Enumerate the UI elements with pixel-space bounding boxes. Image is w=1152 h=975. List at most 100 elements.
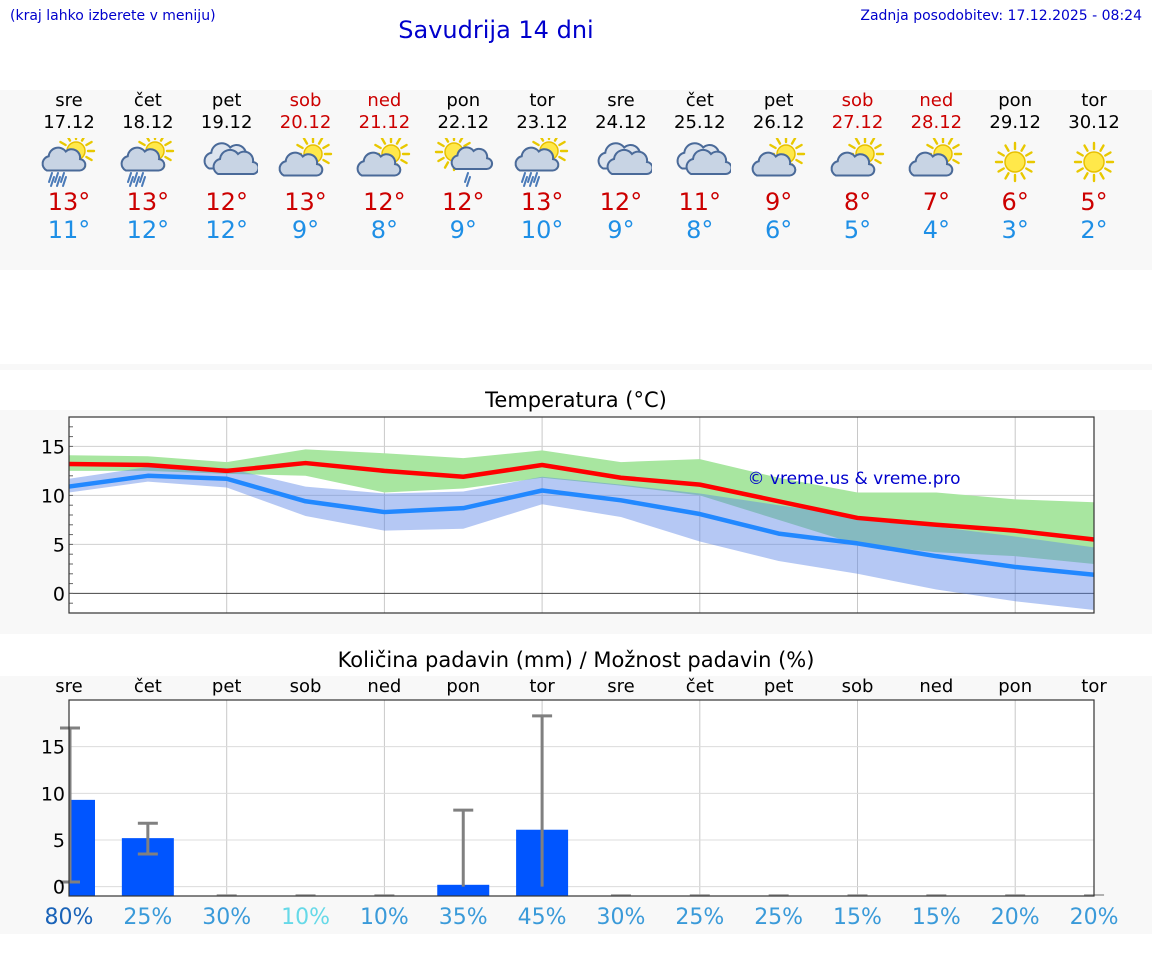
- x-tick-label: ned: [919, 676, 954, 697]
- sun-icon: [1073, 141, 1115, 183]
- temp-min: 9°: [607, 216, 635, 244]
- precip-chart: 15 10 5 0: [41, 699, 1105, 899]
- temp-max: 13°: [520, 188, 564, 216]
- precip-probability: 80%: [44, 905, 94, 930]
- temp-max: 13°: [284, 188, 327, 216]
- temperature-chart-title: Temperatura (°C): [485, 388, 667, 412]
- temp-min: 11°: [47, 216, 91, 244]
- day-name: sob: [841, 90, 874, 111]
- day-date: 28.12: [910, 112, 963, 133]
- x-tick-label: pon: [998, 676, 1033, 697]
- day-column: tor 23.12 13° 10°: [503, 90, 581, 244]
- x-tick-label: čet: [685, 676, 714, 697]
- temp-min: 12°: [126, 216, 170, 244]
- day-name: pet: [211, 90, 242, 111]
- y-tick-label: 0: [53, 583, 65, 605]
- temp-min: 6°: [765, 216, 793, 244]
- x-tick-label: tor: [1081, 676, 1107, 697]
- x-tick-label: pet: [763, 676, 794, 697]
- day-date: 24.12: [595, 112, 647, 133]
- precip-probability: 25%: [675, 905, 725, 930]
- daily-forecast: sre 17.12 13° 11° čet 18.12 13° 12° pet 19.12 12° 1…: [0, 90, 1152, 270]
- day-date: 26.12: [752, 112, 805, 133]
- day-column: pon 29.12 6° 3°: [976, 90, 1054, 244]
- day-column: pon 22.12 12° 9°: [424, 90, 502, 244]
- sun-cloud-rain-icon: [41, 138, 96, 187]
- day-name: ned: [367, 90, 402, 111]
- min-temp-line: [68, 473, 1095, 578]
- cloudy-icon: [676, 142, 731, 175]
- day-column: ned 21.12 12° 8°: [345, 90, 423, 244]
- precip-probability: 15%: [833, 905, 882, 930]
- y-tick-label: 5: [53, 534, 65, 556]
- precip-probability: 25%: [754, 905, 804, 930]
- temp-max: 13°: [47, 188, 91, 216]
- precip-probability: 45%: [517, 905, 567, 930]
- day-column: čet 25.12 11° 8°: [661, 90, 739, 244]
- day-date: 27.12: [831, 112, 884, 133]
- day-column: sre 17.12 13° 11°: [30, 90, 108, 244]
- day-column: pet 19.12 12° 12°: [188, 90, 266, 244]
- day-name: pon: [998, 90, 1033, 111]
- x-tick-label: pon: [446, 676, 481, 697]
- temp-min: 12°: [205, 216, 248, 244]
- precip-probability: 30%: [596, 905, 646, 930]
- day-date: 17.12: [43, 112, 95, 133]
- sun-cloud-icon: [908, 138, 963, 177]
- day-date: 20.12: [279, 112, 332, 133]
- watermark: © vreme.us & vreme.pro: [747, 469, 960, 489]
- day-date: 22.12: [437, 112, 490, 133]
- y-tick-label: 15: [41, 737, 65, 759]
- day-name: čet: [685, 90, 714, 111]
- x-tick-label: sob: [289, 676, 322, 697]
- day-date: 29.12: [989, 112, 1041, 133]
- y-tick-label: 5: [53, 830, 65, 852]
- day-name: ned: [919, 90, 954, 111]
- sun-cloud-icon: [751, 138, 805, 177]
- temp-max: 13°: [126, 188, 170, 216]
- day-name: pon: [446, 90, 481, 111]
- x-tick-label: sre: [607, 676, 635, 697]
- day-date: 25.12: [674, 112, 726, 133]
- temp-max: 12°: [363, 188, 406, 216]
- day-column: sob 20.12 13° 9°: [267, 90, 345, 244]
- x-tick-label: čet: [133, 676, 162, 697]
- day-date: 19.12: [200, 112, 253, 133]
- precip-day-labels: sre čet pet sob ned pon tor sre čet pet sob ned pon t…: [0, 676, 1152, 698]
- sun-cloud-rain-icon: [120, 138, 175, 187]
- last-update: Zadnja posodobitev: 17.12.2025 - 08:24: [860, 8, 1142, 24]
- day-name: čet: [133, 90, 162, 111]
- cloudy-icon: [203, 142, 258, 175]
- temp-min: 9°: [449, 216, 477, 244]
- temp-min: 4°: [922, 216, 950, 244]
- day-column: sre 24.12 12° 9°: [582, 90, 660, 244]
- temp-min: 8°: [370, 216, 399, 244]
- y-tick-label: 15: [41, 436, 65, 458]
- day-column: tor 30.12 5° 2°: [1055, 90, 1133, 244]
- sun-icon: [994, 141, 1036, 183]
- temp-min: 5°: [843, 216, 872, 244]
- sun-cloud-icon: [830, 138, 884, 177]
- temp-max: 6°: [1001, 188, 1029, 216]
- cloudy-icon: [597, 142, 652, 175]
- sun-cloud-icon: [356, 138, 411, 177]
- day-date: 21.12: [358, 112, 411, 133]
- precip-bar: [437, 884, 490, 896]
- sun-cloud-icon: [278, 138, 332, 177]
- temp-min: 8°: [686, 216, 714, 244]
- temp-min: 9°: [291, 216, 320, 244]
- separator-band: [0, 364, 1152, 370]
- max-temp-line: [68, 460, 1095, 542]
- temp-max: 7°: [922, 188, 950, 216]
- temp-max: 12°: [441, 188, 485, 216]
- day-name: tor: [529, 90, 555, 111]
- x-tick-label: sre: [55, 676, 83, 697]
- day-name: sob: [289, 90, 322, 111]
- day-name: sre: [55, 90, 83, 111]
- precip-bar: [69, 799, 95, 896]
- x-tick-label: ned: [367, 676, 402, 697]
- temp-max: 5°: [1080, 188, 1108, 216]
- temp-max: 8°: [843, 188, 872, 216]
- precip-chart-title: Količina padavin (mm) / Možnost padavin …: [337, 648, 815, 672]
- x-tick-label: tor: [529, 676, 555, 697]
